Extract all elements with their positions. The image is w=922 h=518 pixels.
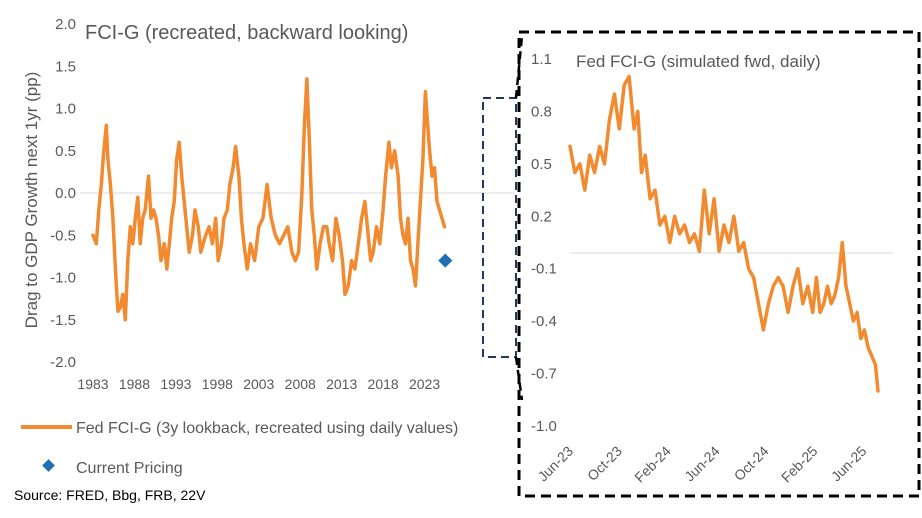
left-x-tick-label: 2003	[243, 376, 274, 392]
right-x-tick-label: Jun-24	[681, 443, 723, 485]
left-x-tick-label: 2008	[285, 376, 316, 392]
right-x-tick-label: Feb-25	[778, 443, 821, 486]
left-y-axis-label: Drag to GDP Growth next 1yr (pp)	[22, 72, 41, 329]
left-series-group	[91, 77, 447, 322]
left-x-tick-labels: 1983 1988 1993 1998 2003 2008 2013 2018 2023	[77, 376, 440, 392]
left-x-tick-label: 2018	[368, 376, 399, 392]
right-y-tick-label: 0.8	[531, 103, 552, 120]
connector-line-bottom	[514, 356, 524, 401]
right-y-tick-labels: 1.1 0.8 0.5 0.2 -0.1 -0.4 -0.7 -1.0	[531, 51, 557, 435]
legend-label-current-pricing: Current Pricing	[76, 460, 183, 477]
zoom-dashed-frame	[517, 30, 921, 498]
right-y-tick-label: 0.2	[531, 208, 552, 225]
right-x-tick-labels: Jun-23 Oct-23 Feb-24 Jun-24 Oct-24 Feb-25 Jun-…	[535, 443, 870, 486]
simulated-fwd-series-line	[568, 74, 880, 393]
left-x-tick-label: 1983	[77, 376, 108, 392]
right-x-tick-label: Jun-25	[828, 443, 870, 485]
legend: Fed FCI-G (3y lookback, recreated using …	[21, 420, 458, 477]
left-y-tick-label: -0.5	[50, 227, 76, 244]
right-y-tick-label: -0.4	[531, 313, 557, 330]
left-x-tick-label: 1993	[160, 376, 191, 392]
left-x-tick-label: 1988	[119, 376, 150, 392]
left-y-tick-label: 1.0	[55, 101, 76, 118]
left-y-tick-label: 2.0	[55, 16, 76, 33]
right-x-tick-label: Jun-23	[535, 443, 577, 485]
right-chart: Fed FCI-G (simulated fwd, daily) 1.1 0.8 0…	[517, 30, 921, 498]
right-y-tick-label: 0.5	[531, 156, 552, 173]
current-pricing-marker	[438, 253, 453, 268]
right-y-tick-label: -0.1	[531, 261, 557, 278]
left-y-tick-label: -1.5	[50, 312, 76, 329]
left-x-tick-label: 2013	[326, 376, 357, 392]
connector-line-top	[514, 35, 524, 99]
legend-diamond-swatch	[42, 459, 55, 472]
right-chart-title: Fed FCI-G (simulated fwd, daily)	[576, 52, 821, 71]
left-y-tick-labels: 2.0 1.5 1.0 0.5 0.0 -0.5 -1.0 -1.5 -2.0	[50, 16, 76, 371]
right-x-tick-label: Oct-23	[584, 443, 625, 484]
current-pricing-group	[438, 253, 453, 268]
left-x-tick-label: 2023	[409, 376, 440, 392]
source-note: Source: FRED, Bbg, FRB, 22V	[14, 487, 206, 503]
highlight-dashed-box	[482, 97, 517, 358]
right-series-group	[568, 74, 880, 393]
left-chart: FCI-G (recreated, backward looking) Drag…	[22, 16, 517, 392]
left-y-tick-label: 0.5	[55, 143, 76, 160]
legend-label-fci-g: Fed FCI-G (3y lookback, recreated using …	[76, 420, 458, 437]
left-y-tick-label: 1.5	[55, 58, 76, 75]
left-chart-title: FCI-G (recreated, backward looking)	[85, 22, 408, 44]
right-y-tick-label: 1.1	[531, 51, 552, 68]
right-x-tick-label: Oct-24	[731, 443, 772, 484]
left-y-tick-label: -1.0	[50, 270, 76, 287]
right-y-tick-label: -1.0	[531, 418, 557, 435]
left-y-tick-label: -2.0	[50, 354, 76, 371]
left-y-tick-label: 0.0	[55, 185, 76, 202]
left-x-tick-label: 1998	[202, 376, 233, 392]
right-x-tick-label: Feb-24	[631, 443, 674, 486]
right-y-tick-label: -0.7	[531, 366, 557, 383]
fci-g-series-line	[91, 77, 447, 322]
